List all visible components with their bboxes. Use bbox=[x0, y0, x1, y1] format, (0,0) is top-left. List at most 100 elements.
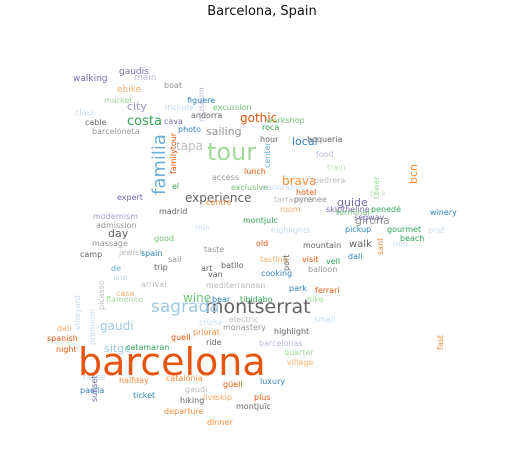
word-catalonia: catalonia bbox=[166, 374, 203, 383]
word-center: center bbox=[263, 142, 272, 168]
word-boqueria: boqueria bbox=[307, 135, 343, 144]
word-line: line bbox=[113, 273, 128, 282]
word-hiking: hiking bbox=[180, 396, 204, 405]
word-de: de bbox=[111, 264, 121, 273]
word-excursion: excursion bbox=[213, 103, 252, 112]
word-van: van bbox=[208, 270, 223, 279]
word-panoramic: panoramic bbox=[262, 183, 305, 192]
word-include: include bbox=[165, 103, 194, 112]
word-vineyard: vineyard bbox=[73, 295, 82, 330]
word-terminal: terminal bbox=[336, 208, 369, 217]
word-el: el bbox=[172, 182, 179, 191]
word-barcelonas: barcelonas bbox=[259, 339, 303, 348]
word-bear: bear bbox=[212, 295, 231, 304]
word-tarragona: tarragona bbox=[274, 195, 313, 204]
word-nou: nou bbox=[393, 239, 408, 248]
word-massage: massage bbox=[92, 239, 128, 248]
word-walking: walking bbox=[73, 74, 108, 84]
word-plus: plus bbox=[254, 393, 271, 402]
word-village: village bbox=[287, 358, 313, 367]
word-spanish: spanish bbox=[47, 334, 78, 343]
word-sunset: sunset bbox=[90, 375, 99, 402]
word-mediterranean: mediterranean bbox=[206, 281, 265, 290]
word-food: food bbox=[316, 150, 334, 159]
word-balloon: balloon bbox=[308, 265, 337, 274]
word-cruise: cruise bbox=[199, 318, 223, 327]
word-tapas: tapas bbox=[83, 373, 105, 382]
word-main: main bbox=[134, 73, 157, 83]
word-photo: photo bbox=[178, 125, 201, 134]
word-admission: admission bbox=[96, 221, 137, 230]
word-sailing: sailing bbox=[206, 125, 242, 138]
word-park: park bbox=[289, 284, 307, 293]
word-hotel: hotel bbox=[296, 188, 316, 197]
word-quarter: quarter bbox=[284, 348, 314, 357]
word-train: train bbox=[327, 163, 346, 172]
word-roca: roca bbox=[262, 123, 279, 132]
word-pickup: pickup bbox=[345, 225, 371, 234]
word-dinner: dinner bbox=[207, 418, 233, 427]
word-day: day bbox=[108, 227, 129, 240]
word-guell: guell bbox=[171, 333, 191, 342]
word-local: local bbox=[292, 135, 318, 148]
word-tibidabo: tibidabo bbox=[240, 295, 273, 304]
word-madrid: madrid bbox=[159, 207, 187, 216]
word-flamenco: flamenco bbox=[106, 295, 143, 304]
word-port: port bbox=[282, 255, 291, 271]
word-skiptheline: skiptheline bbox=[326, 205, 370, 214]
word-highlight: highlight bbox=[274, 327, 309, 336]
word-modernism: modernism bbox=[93, 212, 138, 221]
word-montjuic: montjuïc bbox=[236, 402, 271, 411]
word-small: small bbox=[314, 315, 335, 324]
word-electric: electric bbox=[229, 315, 259, 324]
word-expert: expert bbox=[117, 193, 143, 202]
word-art: art bbox=[201, 264, 212, 273]
word-sagrada: sagrada bbox=[151, 297, 220, 317]
word-cava: cava bbox=[164, 117, 183, 126]
word-taste: taste bbox=[204, 245, 224, 254]
word-class: class bbox=[75, 108, 95, 117]
word-montjuic: montjuic bbox=[243, 216, 278, 225]
word-winery: winery bbox=[430, 208, 457, 217]
word-tapa: tapa bbox=[176, 139, 203, 153]
word-dali: dali bbox=[348, 252, 362, 261]
word-hour: hour bbox=[260, 135, 279, 144]
word-city: city bbox=[127, 100, 147, 113]
word-tower: tower bbox=[372, 176, 381, 199]
word-night: night bbox=[56, 345, 77, 354]
word-experience: experience bbox=[185, 191, 252, 205]
word-familia: familia bbox=[149, 134, 170, 195]
word-ride: ride bbox=[206, 338, 222, 347]
word-min: min bbox=[195, 223, 210, 232]
word-cable: cable bbox=[85, 118, 107, 127]
word-premium: premium bbox=[88, 309, 97, 345]
word-spain: spain bbox=[141, 249, 162, 258]
word-ticket: ticket bbox=[133, 391, 155, 400]
word-museum: museum bbox=[197, 87, 206, 122]
word-boat: boat bbox=[164, 81, 182, 90]
word-tasting: tasting bbox=[260, 255, 288, 264]
word-figuere: figuere bbox=[187, 96, 215, 105]
word-pyrenee: pyrenee bbox=[294, 195, 327, 204]
word-highlights: highlights bbox=[271, 226, 310, 235]
word-access: access bbox=[212, 173, 239, 182]
word-casa: casa bbox=[116, 289, 134, 298]
word-girona: girona bbox=[355, 214, 390, 227]
word-gothic: gothic bbox=[240, 111, 277, 125]
word-gaudi: gaudi bbox=[185, 385, 207, 394]
word-wine: wine bbox=[183, 291, 211, 305]
word-arrival: arrival bbox=[141, 280, 166, 289]
word-walk: walk bbox=[349, 239, 372, 250]
word-fast: fast bbox=[436, 335, 445, 350]
word-brava: brava bbox=[282, 174, 316, 188]
word-familytour: familytour bbox=[169, 132, 178, 174]
word-gaudis: gaudis bbox=[119, 67, 149, 77]
word-prat: prat bbox=[428, 226, 444, 235]
word-cloud-title: Barcelona, Spain bbox=[207, 4, 317, 19]
word-sitge: sitge bbox=[104, 342, 131, 355]
word-lunch: lunch bbox=[244, 167, 266, 176]
word-guell: güell bbox=[223, 380, 243, 389]
word-batllo: batllo bbox=[221, 261, 244, 270]
word-penede: penedé bbox=[371, 204, 401, 214]
